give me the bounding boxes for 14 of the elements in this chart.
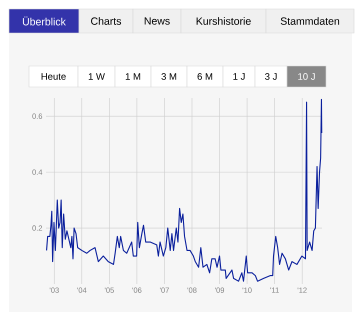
line-series xyxy=(46,98,322,282)
text: 3 M xyxy=(161,73,176,80)
text: Kurshistorie xyxy=(196,17,251,25)
text: 10 J xyxy=(298,73,315,80)
text: 6 M xyxy=(198,73,212,80)
text: 3 J xyxy=(265,73,277,80)
text: 1 W xyxy=(88,73,105,80)
text: 1 M xyxy=(126,73,140,80)
text: Charts xyxy=(91,17,122,25)
text: Überblick xyxy=(22,16,66,26)
text: News xyxy=(144,17,170,25)
text: 1 J xyxy=(233,73,245,80)
text: Heute xyxy=(42,73,66,80)
text: Stammdaten xyxy=(280,17,340,25)
